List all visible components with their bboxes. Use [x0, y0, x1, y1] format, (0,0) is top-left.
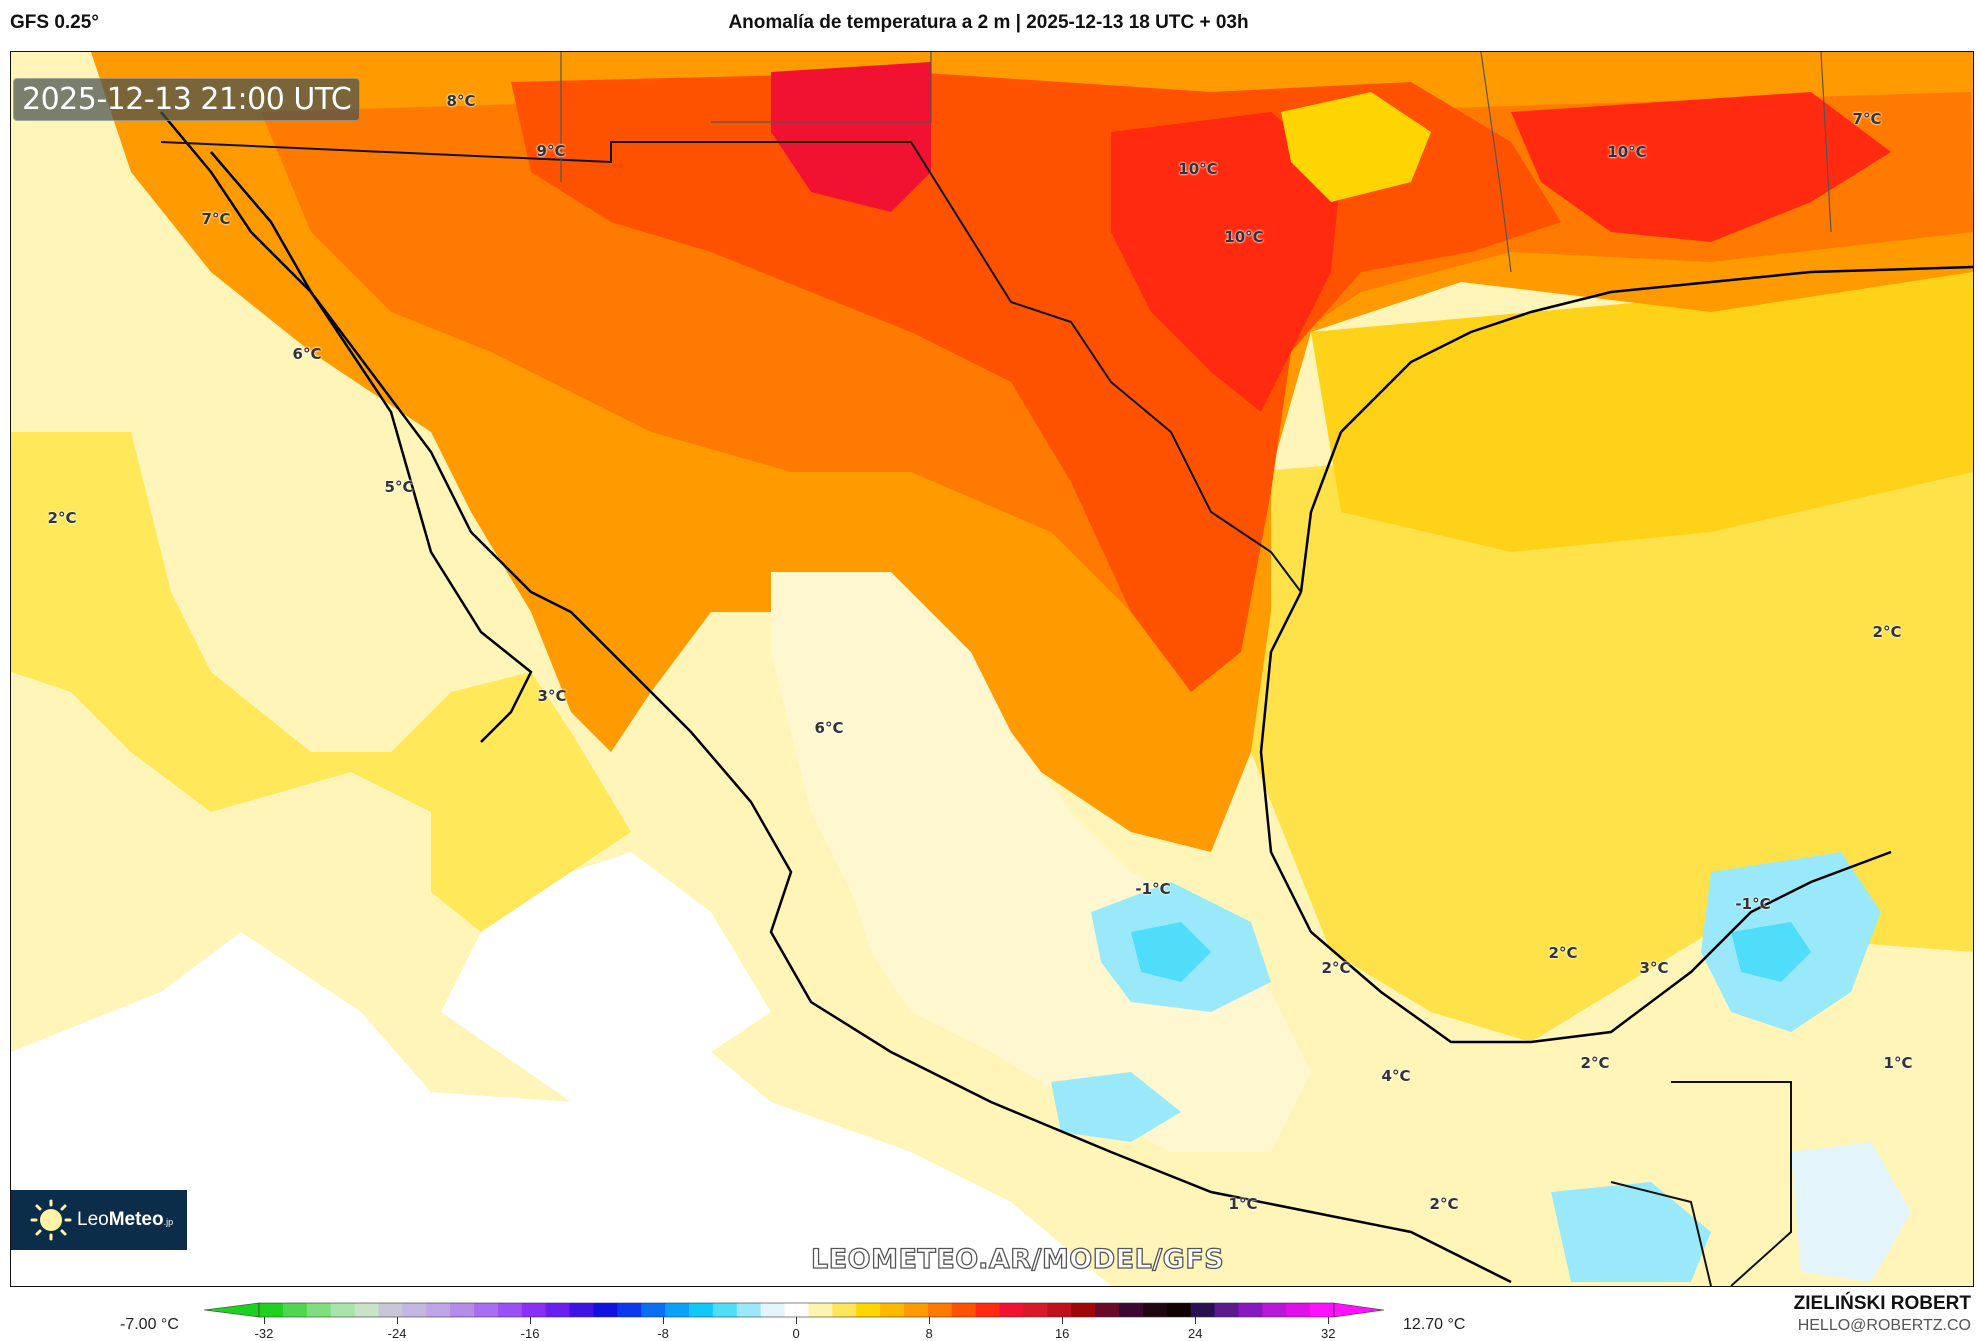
colorbar-tick-mark [530, 1317, 532, 1324]
sun-icon [29, 1198, 73, 1242]
valid-time-stamp: 2025-12-13 21:00 UTC [13, 78, 361, 121]
contour-label: 2°C [1872, 623, 1902, 641]
colorbar-tick-label: 8 [925, 1326, 933, 1341]
colorbar-tick-label: -16 [520, 1326, 540, 1341]
colorbar-tick-mark [264, 1317, 265, 1324]
leometeo-logo[interactable]: LeoMeteo.jp [11, 1190, 187, 1250]
contour-label: 10°C [1178, 160, 1218, 178]
colorbar-tick-label: -8 [657, 1326, 669, 1341]
colorbar-tick-mark [1328, 1317, 1330, 1324]
colorbar-tick-mark [929, 1317, 931, 1324]
model-label: GFS 0.25° [10, 12, 99, 33]
contour-label: 7°C [1852, 110, 1882, 128]
colorbar-tick-mark [663, 1317, 665, 1324]
colorbar-tick-label: 32 [1321, 1326, 1336, 1341]
colorbar-tick-mark [796, 1317, 798, 1324]
contour-label: 5°C [384, 478, 414, 496]
site-watermark: LEOMETEO.AR/MODEL/GFS [810, 1243, 1225, 1275]
contour-label: 8°C [446, 92, 476, 110]
contour-label: 3°C [1639, 959, 1669, 977]
contour-label: 6°C [814, 719, 844, 737]
colorbar-tick-label: 0 [792, 1326, 800, 1341]
credits: ZIELIŃSKI ROBERT HELLO@ROBERTZ.CO [1794, 1293, 1971, 1335]
contour-label: 6°C [292, 345, 322, 363]
contour-label: 2°C [1321, 959, 1351, 977]
contour-label: 3°C [537, 687, 567, 705]
contour-label: -1°C [1135, 880, 1171, 898]
contour-label: 9°C [536, 142, 566, 160]
author-email[interactable]: HELLO@ROBERTZ.CO [1797, 1317, 1971, 1334]
contour-label: 4°C [1381, 1067, 1411, 1085]
contour-label: 10°C [1607, 143, 1647, 161]
map-canvas [11, 52, 1973, 1286]
colorbar-tick-label: -32 [254, 1326, 274, 1341]
contour-label: 1°C [1228, 1195, 1258, 1213]
logo-text: LeoMeteo.jp [77, 1209, 174, 1230]
contour-label: 10°C [1224, 228, 1264, 246]
contour-label: 2°C [1429, 1195, 1459, 1213]
colorbar-tick-mark [1195, 1317, 1197, 1324]
colorbar-tick-mark [397, 1317, 399, 1324]
contour-label: -1°C [1735, 895, 1771, 913]
contour-label: 2°C [1548, 944, 1578, 962]
contour-label: 1°C [1883, 1054, 1913, 1072]
chart-title: Anomalía de temperatura a 2 m | 2025-12-… [728, 12, 1249, 33]
colorbar [204, 1302, 1384, 1318]
colorbar-max-label: 12.70 °C [1403, 1316, 1466, 1333]
temperature-anomaly-map[interactable]: 2025-12-13 21:00 UTC 8°C 9°C 10°C 10°C 10°C 7… [10, 51, 1974, 1287]
contour-label: 2°C [47, 509, 77, 527]
colorbar-tick-mark [1062, 1317, 1064, 1324]
colorbar-tick-label: 16 [1054, 1326, 1070, 1341]
colorbar-tick-label: 24 [1187, 1326, 1203, 1341]
colorbar-tick-label: -24 [387, 1326, 407, 1341]
contour-label: 7°C [201, 210, 231, 228]
contour-label: 2°C [1580, 1054, 1610, 1072]
author-name: ZIELIŃSKI ROBERT [1793, 1293, 1971, 1314]
colorbar-min-label: -7.00 °C [120, 1316, 179, 1333]
